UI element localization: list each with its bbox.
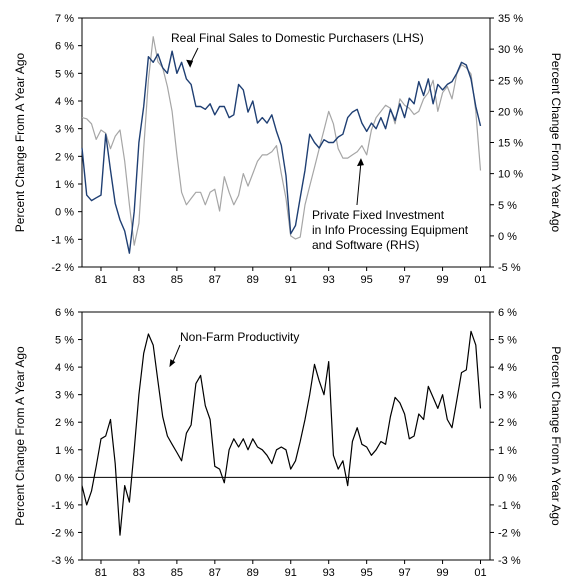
top-x-tick-label: 87 xyxy=(209,274,221,286)
annotation-arrow-head xyxy=(356,158,364,167)
bottom-x-tick-label: 91 xyxy=(285,567,297,579)
top-right-tick-label: 10 % xyxy=(498,169,523,181)
bottom-y-axis-label-right: Percent Change From A Year Ago xyxy=(549,346,563,526)
top-left-tick-label: 6 % xyxy=(55,41,74,53)
bottom-x-tick-label: 01 xyxy=(474,567,486,579)
top-x-tick-label: 83 xyxy=(133,274,145,286)
top-left-tick-label: 7 % xyxy=(55,13,74,25)
top-x-tick-label: 95 xyxy=(361,274,373,286)
bottom-right-tick-label: 3 % xyxy=(498,390,517,402)
bottom-left-tick-label: -3 % xyxy=(51,555,74,567)
bottom-x-tick-label: 89 xyxy=(247,567,259,579)
bottom-series-layer xyxy=(81,330,482,536)
bottom-left-tick-label: 5 % xyxy=(55,335,74,347)
bottom-left-tick-label: 1 % xyxy=(55,445,74,457)
bottom-x-tick-label: 99 xyxy=(436,567,448,579)
bottom-x-tick-label: 85 xyxy=(171,567,183,579)
bottom-left-tick-label: 3 % xyxy=(55,390,74,402)
top-x-tick-label: 99 xyxy=(436,274,448,286)
bottom-left-tick-label: 0 % xyxy=(55,472,74,484)
top-left-tick-label: 0 % xyxy=(55,207,74,219)
bottom-right-tick-label: 0 % xyxy=(498,472,517,484)
bottom-right-tick-label: -1 % xyxy=(498,500,521,512)
top-x-tick-label: 93 xyxy=(323,274,335,286)
top-right-tick-label: 30 % xyxy=(498,44,523,56)
top-x-axis: 81 83 85 87 89 91 93 95 97 99 01 xyxy=(95,267,487,286)
top-left-tick-label: 5 % xyxy=(55,68,74,80)
bottom-x-tick-label: 93 xyxy=(323,567,335,579)
bottom-left-tick-label: 2 % xyxy=(55,417,74,429)
bottom-right-tick-label: 5 % xyxy=(498,335,517,347)
top-x-tick-label: 81 xyxy=(95,274,107,286)
top-annotations: Real Final Sales to Domestic Purchasers … xyxy=(171,31,469,252)
bottom-right-axis: -3 % -2 % -1 % 0 % 1 % 2 % 3 % 4 % 5 % 6 % xyxy=(490,307,521,567)
top-left-tick-label: 1 % xyxy=(55,179,74,191)
bottom-left-tick-label: -2 % xyxy=(51,527,74,539)
annotation-info-processing-line: Private Fixed Investment xyxy=(312,208,445,222)
top-left-tick-label: 3 % xyxy=(55,124,74,136)
bottom-right-tick-label: 4 % xyxy=(498,362,517,374)
annotation-real-final-sales: Real Final Sales to Domestic Purchasers … xyxy=(171,31,424,45)
bottom-right-tick-label: 6 % xyxy=(498,307,517,319)
bottom-x-tick-label: 87 xyxy=(209,567,221,579)
bottom-left-tick-label: 6 % xyxy=(55,307,74,319)
top-x-tick-label: 89 xyxy=(247,274,259,286)
bottom-x-tick-label: 81 xyxy=(95,567,107,579)
top-panel: -2 % -1 % 0 % 1 % 2 % 3 % 4 % 5 % 6 % 7 % -5 % 0 %… xyxy=(13,13,563,286)
bottom-x-tick-label: 95 xyxy=(361,567,373,579)
top-left-axis: -2 % -1 % 0 % 1 % 2 % 3 % 4 % 5 % 6 % 7 % xyxy=(51,13,82,274)
bottom-plot-frame xyxy=(81,311,491,561)
annotation-arrow-head xyxy=(169,359,176,368)
annotation-non-farm-productivity: Non-Farm Productivity xyxy=(180,330,299,344)
top-x-tick-label: 85 xyxy=(171,274,183,286)
top-right-tick-label: 5 % xyxy=(498,200,517,212)
bottom-right-tick-label: -2 % xyxy=(498,527,521,539)
top-left-tick-label: 4 % xyxy=(55,96,74,108)
bottom-y-axis-label-left: Percent Change From A Year Ago xyxy=(13,346,27,526)
top-y-axis-label-right: Percent Change From A Year Ago xyxy=(549,53,563,233)
bottom-right-tick-label: 2 % xyxy=(498,417,517,429)
bottom-x-tick-label: 83 xyxy=(133,567,145,579)
bottom-annotations: Non-Farm Productivity xyxy=(169,330,299,368)
top-right-tick-label: 25 % xyxy=(498,75,523,87)
top-x-tick-label: 97 xyxy=(398,274,410,286)
bottom-panel: -3 % -2 % -1 % 0 % 1 % 2 % 3 % 4 % 5 % 6 % -3 % -2… xyxy=(13,307,563,579)
bottom-left-tick-label: -1 % xyxy=(51,500,74,512)
bottom-x-tick-label: 97 xyxy=(398,567,410,579)
annotation-arrow-shaft xyxy=(356,162,362,206)
bottom-right-tick-label: 1 % xyxy=(498,445,517,457)
top-right-axis: -5 % 0 % 5 % 10 % 15 % 20 % 25 % 30 % 35 % xyxy=(490,13,523,274)
annotation-arrow-head xyxy=(186,59,194,68)
bottom-x-axis: 81 83 85 87 89 91 93 95 97 99 01 xyxy=(95,560,487,579)
annotation-info-processing-line: and Software (RHS) xyxy=(312,238,419,252)
top-left-tick-label: -1 % xyxy=(51,234,74,246)
series-line-info-processing-investment xyxy=(81,36,482,246)
bottom-left-tick-label: 4 % xyxy=(55,362,74,374)
top-y-axis-label-left: Percent Change From A Year Ago xyxy=(13,52,27,232)
series-line-non-farm-productivity xyxy=(81,330,482,536)
bottom-left-axis: -3 % -2 % -1 % 0 % 1 % 2 % 3 % 4 % 5 % 6 % xyxy=(51,307,82,567)
top-right-tick-label: 20 % xyxy=(498,106,523,118)
top-series-layer xyxy=(81,36,482,254)
bottom-right-tick-label: -3 % xyxy=(498,555,521,567)
series-line-real-final-sales xyxy=(81,50,482,254)
top-right-tick-label: 0 % xyxy=(498,231,517,243)
top-right-tick-label: -5 % xyxy=(498,262,521,274)
top-left-tick-label: 2 % xyxy=(55,151,74,163)
annotation-info-processing-line: in Info Processing Equipment xyxy=(312,223,469,237)
annotation-arrow-shaft xyxy=(171,344,181,364)
top-x-tick-label: 91 xyxy=(285,274,297,286)
top-x-tick-label: 01 xyxy=(474,274,486,286)
top-right-tick-label: 15 % xyxy=(498,138,523,150)
top-right-tick-label: 35 % xyxy=(498,13,523,25)
top-left-tick-label: -2 % xyxy=(51,262,74,274)
